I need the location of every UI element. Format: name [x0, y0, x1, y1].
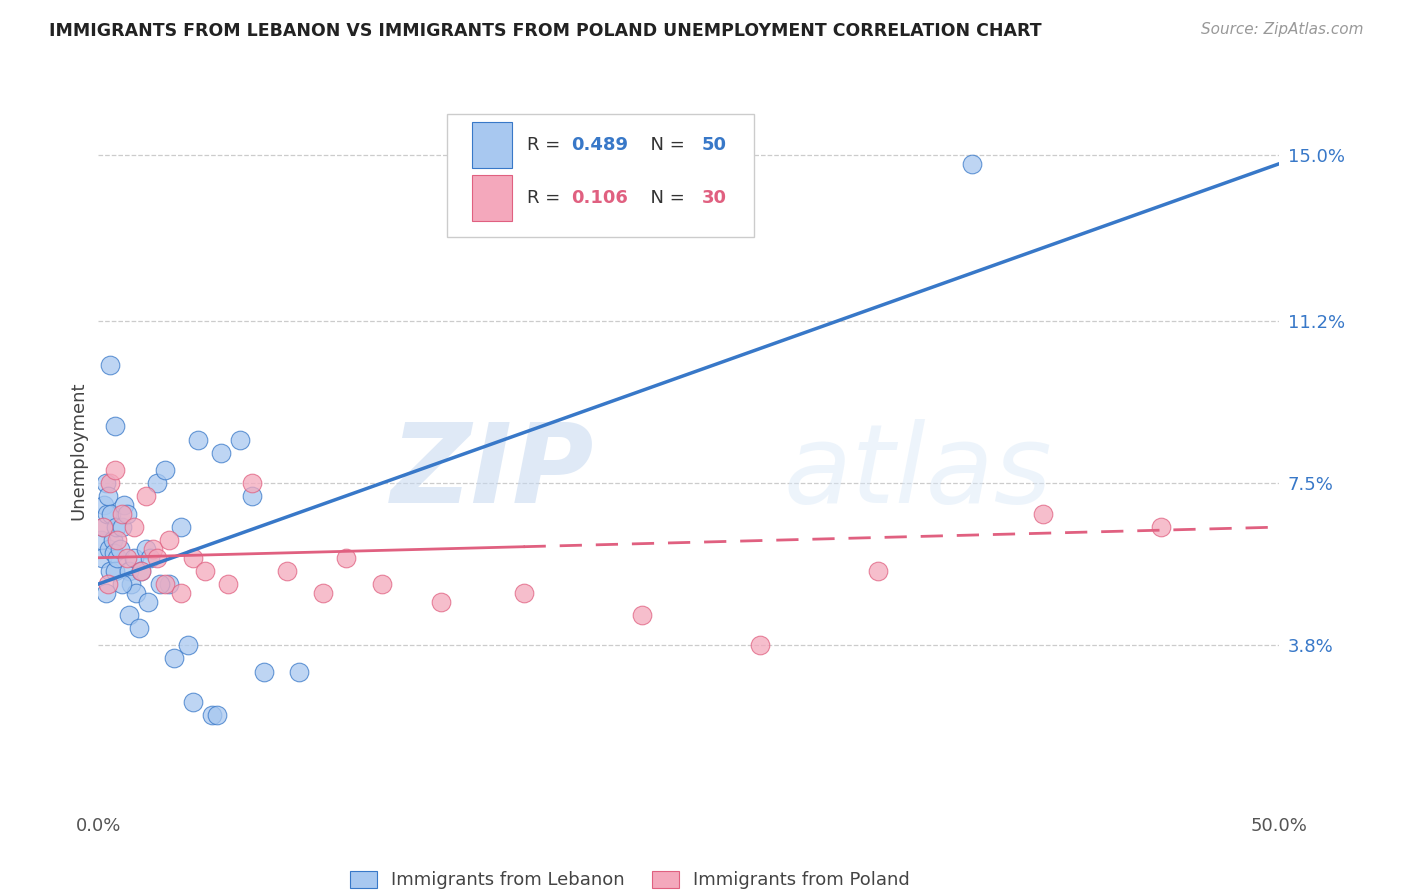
Point: [118, 564, 141, 578]
Point: [217, 577, 239, 591]
Point: [90, 533, 112, 548]
Point: [153, 463, 176, 477]
Point: [205, 708, 228, 723]
Point: [146, 476, 169, 491]
Point: [371, 577, 394, 591]
Point: [129, 564, 152, 578]
Point: [93, 498, 115, 512]
Point: [170, 586, 193, 600]
Text: atlas: atlas: [783, 418, 1052, 525]
Point: [181, 695, 204, 709]
Point: [94, 586, 117, 600]
Point: [430, 594, 453, 608]
Point: [100, 507, 122, 521]
Point: [335, 550, 357, 565]
Point: [98, 564, 121, 578]
Point: [312, 586, 335, 600]
Point: [962, 156, 984, 170]
Point: [118, 607, 141, 622]
Text: 0.489: 0.489: [571, 136, 628, 154]
Point: [187, 433, 209, 447]
Point: [229, 433, 252, 447]
Point: [101, 533, 124, 548]
Point: [139, 550, 162, 565]
Point: [103, 546, 125, 560]
Point: [135, 490, 157, 504]
FancyBboxPatch shape: [447, 114, 754, 237]
Point: [253, 665, 276, 679]
Point: [111, 507, 134, 521]
Point: [91, 520, 114, 534]
Point: [111, 520, 134, 534]
Text: N =: N =: [640, 136, 690, 154]
Point: [1032, 507, 1054, 521]
Point: [105, 550, 128, 565]
FancyBboxPatch shape: [471, 175, 512, 221]
Text: 50: 50: [702, 136, 727, 154]
Point: [194, 564, 217, 578]
Point: [98, 541, 121, 556]
Point: [149, 577, 172, 591]
Point: [97, 490, 120, 504]
Point: [129, 564, 152, 578]
Point: [122, 550, 145, 565]
Text: 0.106: 0.106: [571, 189, 627, 207]
Point: [170, 520, 193, 534]
Point: [115, 550, 138, 565]
Point: [512, 586, 534, 600]
Point: [288, 665, 311, 679]
Text: R =: R =: [527, 136, 567, 154]
Point: [157, 533, 180, 548]
Point: [112, 498, 135, 512]
Point: [91, 550, 114, 565]
Point: [96, 507, 118, 521]
Point: [630, 607, 652, 622]
Point: [209, 445, 232, 459]
Point: [128, 621, 150, 635]
Point: [153, 577, 176, 591]
Point: [94, 476, 117, 491]
Point: [104, 463, 127, 477]
Point: [240, 490, 263, 504]
Point: [201, 708, 224, 723]
Point: [866, 564, 889, 578]
Text: ZIP: ZIP: [391, 418, 595, 525]
Point: [1150, 520, 1173, 534]
Point: [748, 638, 770, 652]
Point: [122, 520, 145, 534]
Point: [115, 507, 138, 521]
Point: [125, 586, 148, 600]
Point: [98, 476, 121, 491]
Point: [111, 577, 134, 591]
Text: N =: N =: [640, 189, 690, 207]
Point: [163, 651, 186, 665]
Point: [105, 520, 128, 534]
Point: [240, 476, 263, 491]
Text: Source: ZipAtlas.com: Source: ZipAtlas.com: [1201, 22, 1364, 37]
Point: [181, 550, 204, 565]
Point: [276, 564, 298, 578]
Point: [177, 638, 200, 652]
FancyBboxPatch shape: [471, 122, 512, 168]
Point: [98, 358, 121, 372]
Point: [142, 541, 165, 556]
Point: [121, 577, 143, 591]
Y-axis label: Unemployment: Unemployment: [69, 381, 87, 520]
Point: [108, 541, 131, 556]
Point: [97, 577, 120, 591]
Text: R =: R =: [527, 189, 567, 207]
Point: [104, 564, 127, 578]
Point: [135, 541, 157, 556]
Point: [105, 533, 128, 548]
Point: [91, 520, 114, 534]
Point: [157, 577, 180, 591]
Point: [146, 550, 169, 565]
Text: IMMIGRANTS FROM LEBANON VS IMMIGRANTS FROM POLAND UNEMPLOYMENT CORRELATION CHART: IMMIGRANTS FROM LEBANON VS IMMIGRANTS FR…: [49, 22, 1042, 40]
Legend: Immigrants from Lebanon, Immigrants from Poland: Immigrants from Lebanon, Immigrants from…: [343, 863, 917, 892]
Text: 30: 30: [702, 189, 727, 207]
Point: [104, 419, 127, 434]
Point: [136, 594, 159, 608]
